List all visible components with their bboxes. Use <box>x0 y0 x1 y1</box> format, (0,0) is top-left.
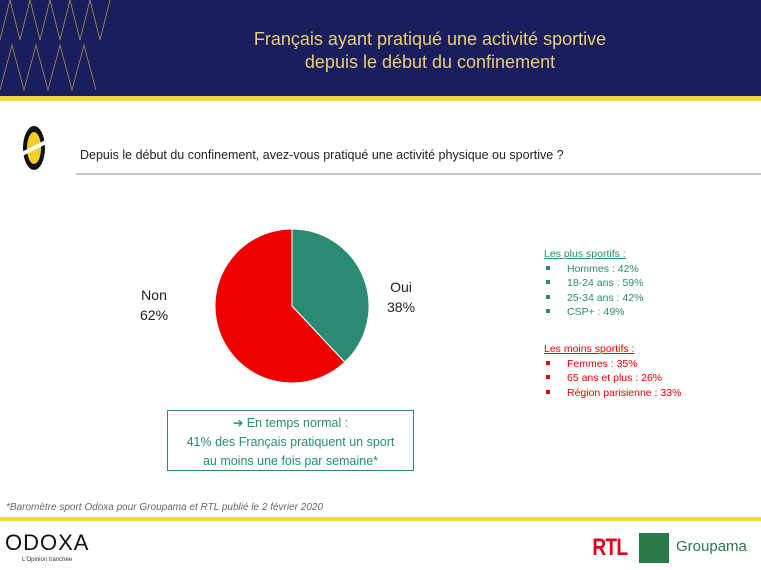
least-sporty-list: Les moins sportifs : Femmes : 35% 65 ans… <box>544 342 681 400</box>
odoxa-logo-icon <box>22 126 46 170</box>
list-item: Femmes : 35% <box>544 357 681 372</box>
odoxa-logo: ODOXA <box>5 530 90 555</box>
header-divider <box>0 96 761 101</box>
list-item: Hommes : 42% <box>544 262 643 277</box>
list-item: CSP+ : 49% <box>544 305 643 320</box>
question-divider <box>76 173 761 175</box>
least-sporty-heading: Les moins sportifs : <box>544 343 635 355</box>
survey-question: Depuis le début du confinement, avez-vou… <box>80 148 564 162</box>
rtl-logo: RTL <box>592 534 628 561</box>
header-banner: Français ayant pratiqué une activité spo… <box>0 0 761 96</box>
pie-slice-non <box>214 228 346 384</box>
pie-slice-oui <box>291 228 370 363</box>
odoxa-tagline: L'Opinion tranchée <box>22 557 73 563</box>
most-sporty-list: Les plus sportifs : Hommes : 42% 18-24 a… <box>544 247 643 320</box>
page-title: Français ayant pratiqué une activité spo… <box>253 29 607 72</box>
list-item: 18-24 ans : 59% <box>544 276 643 291</box>
normal-times-note: ➔ En temps normal :41% des Français prat… <box>167 410 414 471</box>
most-sporty-heading: Les plus sportifs : <box>544 248 626 260</box>
groupama-logo-icon <box>639 533 669 563</box>
list-item: 65 ans et plus : 26% <box>544 371 681 386</box>
list-item: 25-34 ans : 42% <box>544 291 643 306</box>
pie-chart <box>214 228 370 384</box>
footer-divider <box>0 517 761 521</box>
label-oui: Oui 38% <box>387 279 416 315</box>
pattern-decoration <box>0 0 111 92</box>
list-item: Région parisienne : 33% <box>544 386 681 401</box>
groupama-logo: Groupama <box>676 538 747 555</box>
footnote: *Baromètre sport Odoxa pour Groupama et … <box>6 502 324 513</box>
label-non: Non 62% <box>140 287 169 323</box>
